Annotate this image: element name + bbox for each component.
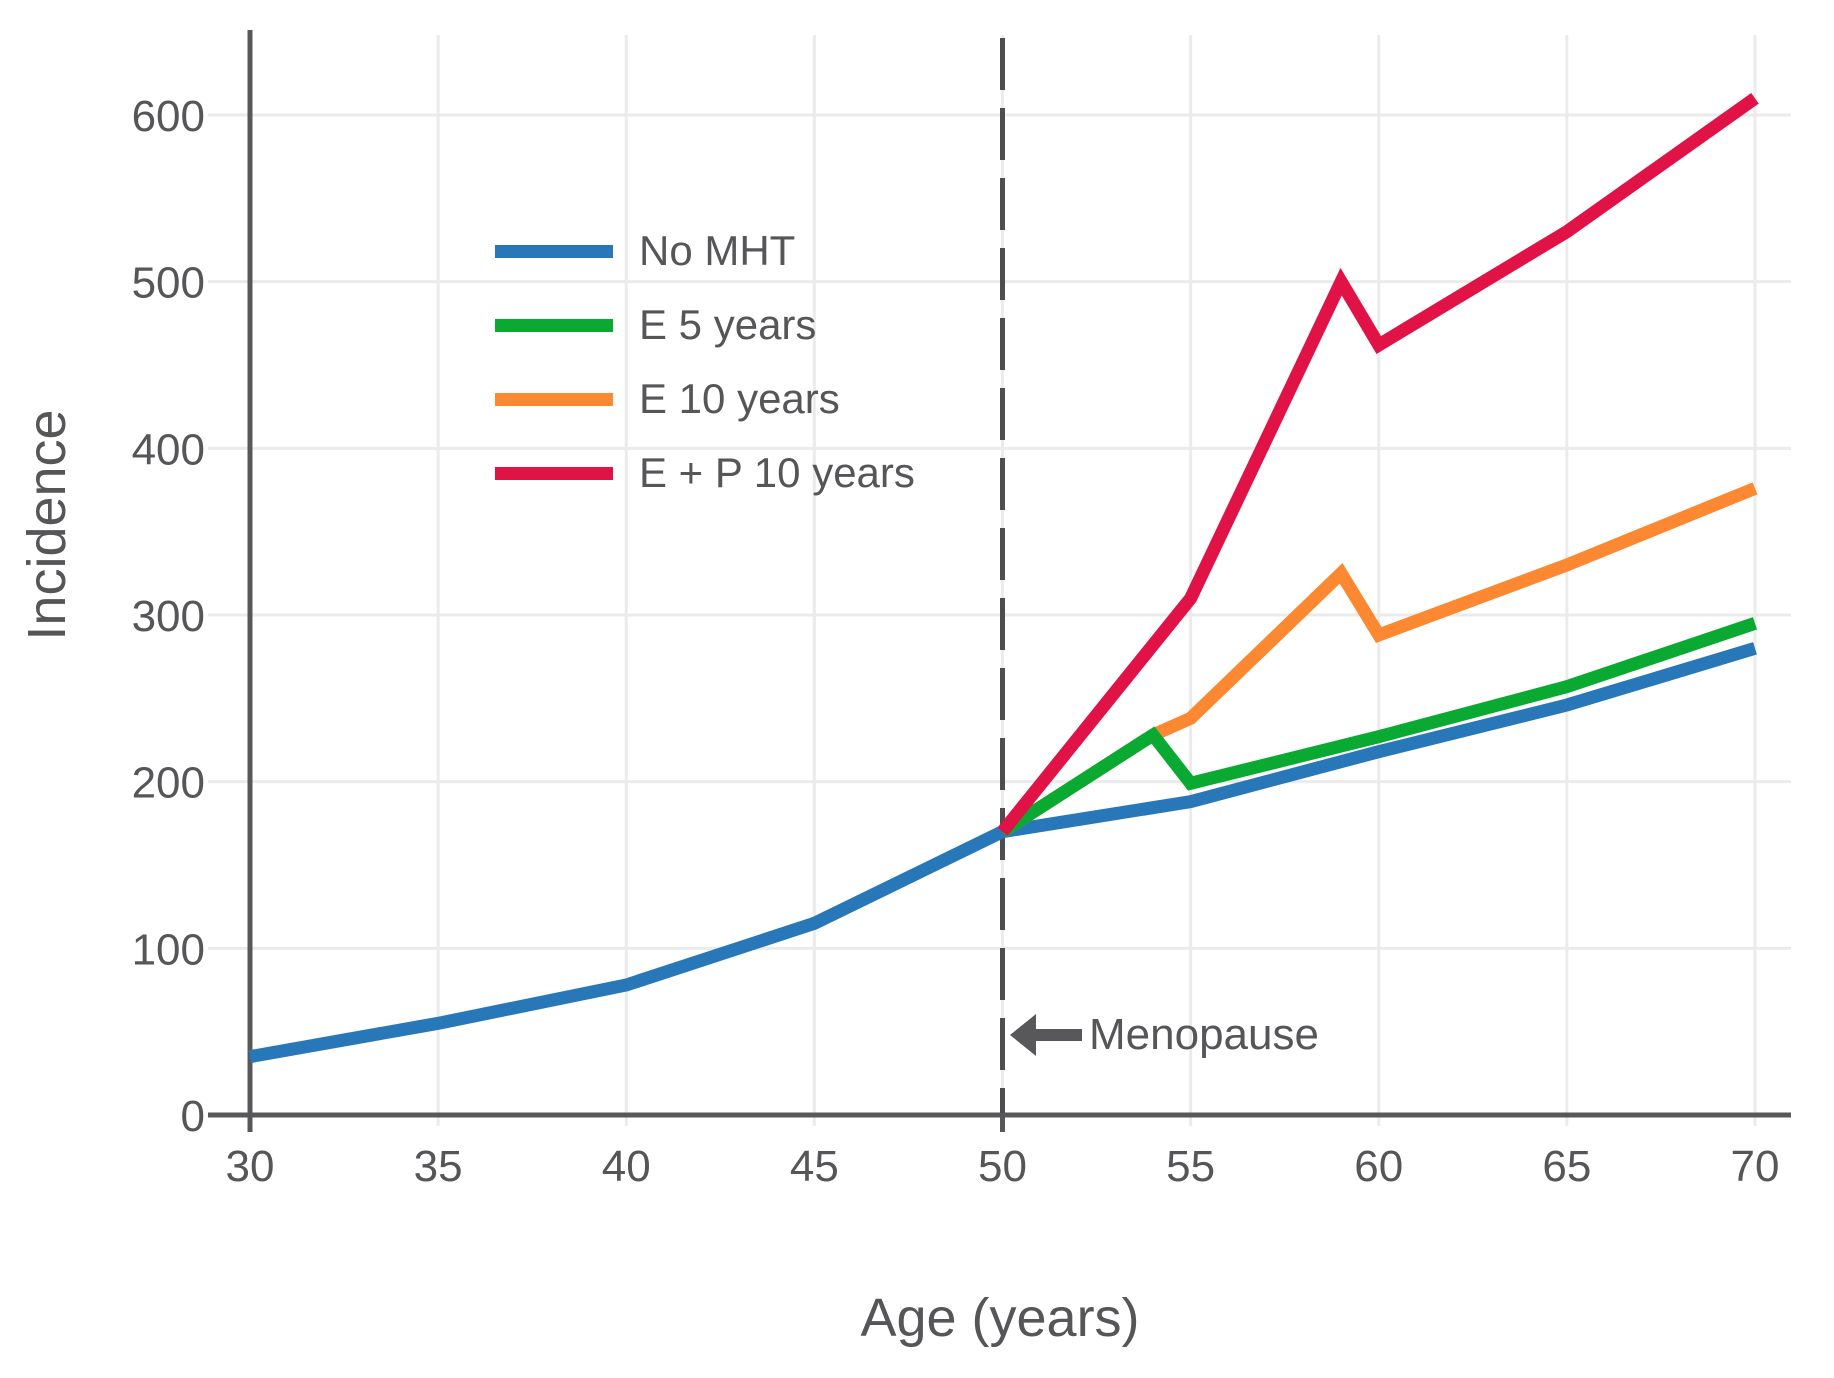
legend: No MHT E 5 years E 10 years E + P 10 yea… [495,229,915,495]
legend-swatch-e-5-years [495,318,613,332]
x-tick-label: 40 [602,1142,651,1191]
menopause-annotation-label: Menopause [1089,1010,1319,1059]
x-tick-label: 65 [1542,1142,1591,1191]
left-arrow-icon [1010,1014,1082,1056]
x-axis-title: Age (years) [860,1288,1140,1348]
y-tick-label: 600 [132,92,205,141]
legend-item-no-mht: No MHT [495,229,915,273]
legend-swatch-e-p-10-years [495,466,613,480]
y-tick-label: 400 [132,425,205,474]
legend-swatch-e-10-years [495,392,613,406]
y-tick-label: 500 [132,259,205,308]
legend-item-e-5-years: E 5 years [495,303,915,347]
x-tick-label: 35 [414,1142,463,1191]
x-tick-label: 50 [978,1142,1027,1191]
series-line-e-p-10-years [997,93,1759,836]
menopause-annotation: Menopause [1010,1010,1319,1060]
x-tick-label: 30 [226,1142,275,1191]
x-tick-label: 70 [1731,1142,1780,1191]
legend-item-e-p-10-years: E + P 10 years [495,451,915,495]
x-tick-label: 60 [1354,1142,1403,1191]
series-line-e-5-years [998,617,1758,838]
y-tick-label: 100 [132,925,205,974]
legend-label-e-5-years: E 5 years [639,301,817,348]
y-tick-label: 300 [132,592,205,641]
x-tick-label: 55 [1166,1142,1215,1191]
legend-label-e-10-years: E 10 years [639,375,840,422]
legend-item-e-10-years: E 10 years [495,377,915,421]
y-tick-label: 200 [132,759,205,808]
legend-label-e-p-10-years: E + P 10 years [639,449,915,496]
y-tick-label: 0 [181,1092,205,1141]
y-axis-title: Incidence [17,409,77,641]
legend-swatch-no-mht [495,244,613,258]
legend-label-no-mht: No MHT [639,227,796,274]
x-tick-label: 45 [790,1142,839,1191]
